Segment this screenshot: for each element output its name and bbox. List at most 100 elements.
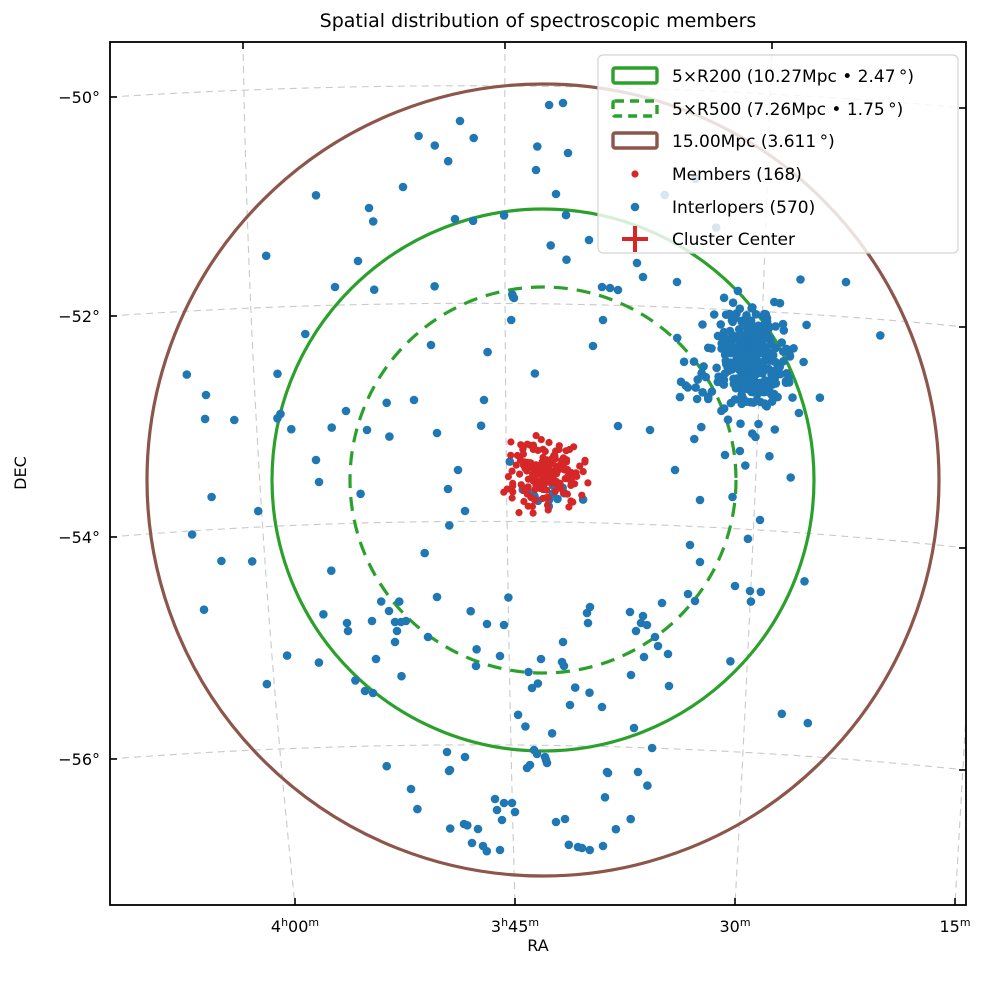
- interloper-point: [505, 457, 515, 466]
- interloper-point: [815, 393, 825, 403]
- interloper-point: [282, 651, 292, 660]
- member-point: [559, 489, 568, 497]
- interloper-point: [551, 189, 561, 199]
- y-tick-label: −50°: [58, 88, 100, 107]
- member-point: [508, 467, 516, 475]
- interloper-point: [631, 626, 641, 636]
- interloper-point: [558, 98, 568, 108]
- interloper-point: [802, 320, 811, 330]
- interloper-point: [371, 654, 381, 664]
- member-point: [530, 470, 539, 478]
- interloper-point: [714, 372, 723, 382]
- member-point: [584, 479, 592, 487]
- interloper-point: [561, 210, 571, 220]
- interloper-point: [444, 766, 454, 776]
- tick-layer: 4h​00m​ 3h​45m​ 30m​ 15m​ −50° −52° −54° −56°: [58, 42, 971, 936]
- interloper-point: [726, 657, 735, 666]
- interloper-point: [754, 419, 763, 429]
- interloper-point: [698, 388, 707, 397]
- interloper-point: [690, 596, 700, 606]
- interloper-point: [727, 316, 737, 325]
- interloper-point: [473, 824, 483, 834]
- member-point: [522, 463, 531, 471]
- legend-swatch-rect: [611, 66, 659, 85]
- interloper-point: [670, 465, 680, 475]
- interloper-point: [645, 425, 655, 435]
- interloper-point: [786, 473, 795, 482]
- interloper-point: [782, 369, 791, 378]
- interloper-point: [691, 383, 700, 392]
- member-point: [500, 488, 508, 496]
- member-point: [508, 482, 517, 490]
- interloper-point: [760, 309, 769, 319]
- dec-gridline: [110, 302, 966, 328]
- interloper-point: [546, 241, 555, 250]
- member-point: [564, 465, 572, 474]
- interloper-point: [638, 272, 648, 282]
- interloper-point: [583, 618, 593, 628]
- interloper-point: [585, 688, 594, 697]
- interloper-point: [639, 652, 649, 662]
- interloper-point: [533, 142, 542, 151]
- member-point: [555, 462, 563, 470]
- legend-item-15mpc-label: 15.00Mpc (3.611 °): [672, 132, 835, 152]
- interloper-point: [773, 364, 782, 374]
- legend-swatch-dot: [630, 202, 640, 212]
- member-point: [520, 487, 528, 495]
- interloper-point: [426, 340, 436, 350]
- member-point: [526, 441, 535, 449]
- interloper-point: [368, 217, 378, 226]
- interloper-point: [468, 216, 478, 226]
- legend-swatch-rect: [611, 131, 659, 150]
- interloper-point: [368, 688, 378, 698]
- interloper-point: [376, 597, 386, 606]
- interloper-point: [585, 845, 595, 855]
- member-point: [519, 450, 528, 458]
- interloper-point: [463, 821, 472, 830]
- interloper-point: [749, 334, 759, 343]
- x-axis-label: RA: [527, 936, 548, 955]
- interloper-point: [420, 548, 430, 558]
- interloper-point: [735, 446, 745, 456]
- interloper-point: [513, 710, 523, 720]
- interloper-point: [762, 334, 771, 343]
- interloper-point: [460, 752, 470, 762]
- interloper-point: [327, 566, 336, 575]
- member-point: [512, 461, 520, 469]
- member-point: [576, 462, 584, 470]
- interloper-point: [741, 319, 750, 328]
- interloper-point: [200, 414, 210, 424]
- member-point: [555, 442, 563, 450]
- interloper-point: [253, 506, 263, 516]
- interloper-point: [247, 557, 257, 566]
- interloper-point: [672, 277, 682, 287]
- interloper-point: [629, 723, 639, 733]
- interloper-point: [721, 359, 731, 369]
- interloper-point: [551, 817, 561, 827]
- member-point: [561, 475, 569, 483]
- member-point: [544, 506, 552, 514]
- member-point: [507, 451, 515, 459]
- interloper-point: [356, 489, 365, 499]
- interloper-point: [588, 341, 598, 351]
- member-point: [528, 464, 537, 472]
- interloper-point: [697, 368, 706, 378]
- member-point: [529, 509, 537, 517]
- interloper-point: [748, 346, 758, 356]
- scatter-layer: [182, 98, 885, 856]
- interloper-point: [382, 398, 392, 408]
- interloper-point: [563, 148, 573, 158]
- interloper-point: [746, 597, 756, 606]
- legend-item-center-label: Cluster Center: [672, 230, 795, 250]
- interloper-point: [695, 557, 705, 567]
- member-point: [552, 447, 560, 455]
- legend-item-interlopers-label: Interlopers (570): [672, 198, 815, 218]
- interloper-point: [301, 329, 310, 339]
- interloper-point: [626, 670, 636, 680]
- interloper-point: [742, 354, 752, 364]
- interloper-point: [547, 729, 557, 738]
- interloper-point: [597, 282, 607, 292]
- interloper-point: [483, 347, 492, 357]
